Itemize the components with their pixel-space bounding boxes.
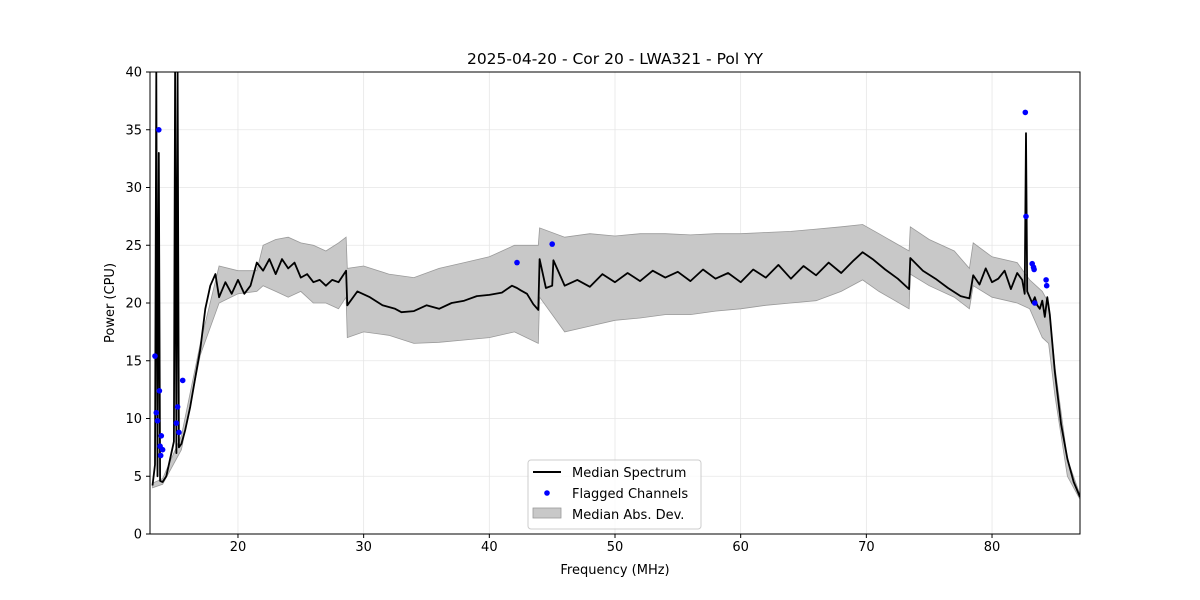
legend-flagged-swatch [544, 490, 550, 496]
median-spectrum-layer [151, 72, 1080, 498]
x-axis-ticks: 20 30 40 50 60 70 80 [230, 534, 1001, 555]
flagged-channel-point [179, 377, 186, 384]
flagged-channel-point [1043, 282, 1050, 289]
y-axis-ticks: 0 5 10 15 20 25 30 35 40 [125, 66, 150, 543]
flagged-channel-point [1022, 109, 1029, 116]
legend-median-label: Median Spectrum [572, 466, 686, 481]
y-tick-label: 0 [134, 528, 142, 543]
flagged-channel-point [549, 241, 555, 247]
x-tick-label: 30 [355, 540, 372, 555]
legend-mad-swatch [532, 507, 562, 519]
x-axis-label: Frequency (MHz) [560, 563, 669, 578]
legend-mad-label: Median Abs. Dev. [572, 508, 684, 523]
legend: Median Spectrum Flagged Channels Median … [527, 459, 702, 530]
y-tick-label: 15 [125, 354, 142, 369]
flagged-channel-point [158, 433, 165, 439]
flagged-channels-layer [152, 109, 1050, 459]
median-spectrum-line [151, 72, 1080, 498]
legend-box [527, 459, 702, 530]
flagged-channel-point [1043, 277, 1049, 283]
flagged-channel-point [1031, 266, 1037, 273]
flagged-channel-point [154, 418, 161, 424]
y-tick-label: 25 [125, 239, 142, 254]
y-tick-label: 35 [125, 123, 142, 138]
x-tick-label: 20 [230, 540, 247, 555]
x-tick-label: 70 [858, 540, 875, 555]
flagged-channel-point [157, 452, 164, 459]
y-tick-label: 30 [125, 181, 142, 196]
flagged-channel-point [159, 446, 166, 453]
legend-flagged-label: Flagged Channels [572, 487, 688, 502]
flagged-channel-point [176, 429, 182, 436]
x-tick-label: 40 [481, 540, 498, 555]
flagged-channel-point [174, 404, 181, 410]
y-tick-label: 20 [125, 297, 142, 312]
x-tick-label: 60 [732, 540, 749, 555]
mad-band [152, 224, 1080, 500]
y-axis-label: Power (CPU) [103, 263, 118, 343]
flagged-channel-point [514, 259, 520, 266]
chart-title: 2025-04-20 - Cor 20 - LWA321 - Pol YY [467, 50, 764, 68]
flagged-channel-point [1032, 300, 1038, 306]
x-tick-label: 80 [984, 540, 1001, 555]
flagged-channel-point [152, 353, 158, 359]
flagged-channel-point [156, 127, 162, 133]
flagged-channel-point [173, 420, 180, 426]
flagged-channel-point [1023, 213, 1029, 220]
mad-band-layer [152, 224, 1080, 500]
y-tick-label: 40 [125, 66, 142, 81]
y-tick-label: 5 [134, 470, 142, 485]
flagged-channel-point [156, 388, 163, 394]
flagged-channel-point [153, 409, 160, 416]
x-tick-label: 50 [607, 540, 624, 555]
y-tick-label: 10 [125, 412, 142, 427]
